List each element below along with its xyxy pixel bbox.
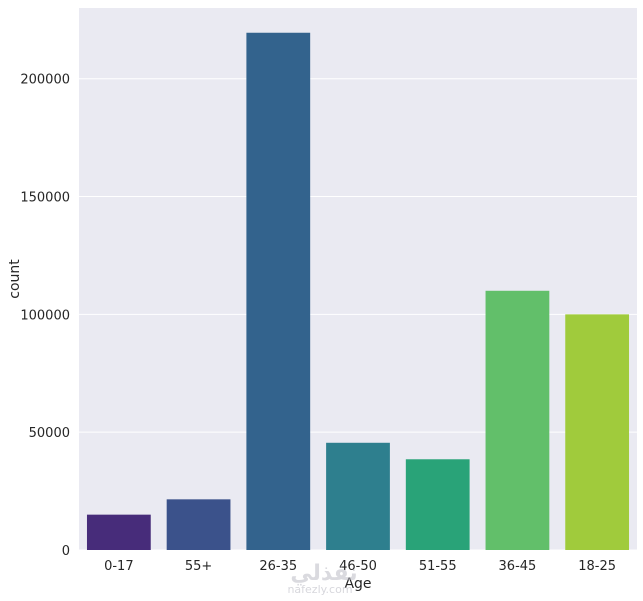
y-tick-label: 100000 (20, 308, 70, 323)
y-tick-label: 0 (62, 544, 70, 559)
bar-36-45 (485, 290, 550, 550)
watermark: نفذلي nafezly.com (287, 561, 357, 596)
bar-26-35 (246, 32, 311, 551)
bar-0-17 (86, 514, 151, 550)
bar-18-25 (565, 314, 630, 550)
bars (86, 32, 630, 551)
y-tick-label: 200000 (20, 73, 70, 88)
watermark-arabic: نفذلي (290, 561, 357, 586)
x-tick-label: 55+ (185, 559, 212, 574)
y-tick-label: 150000 (20, 191, 70, 206)
x-tick-label: 0-17 (104, 559, 134, 574)
y-axis-label: count (7, 259, 23, 299)
x-tick-label: 46-50 (339, 559, 377, 574)
x-tick-label: 26-35 (259, 559, 297, 574)
x-tick-label: 36-45 (499, 559, 537, 574)
bar-55+ (166, 499, 231, 550)
x-axis-label: Age (344, 576, 371, 592)
bar-46-50 (326, 442, 390, 550)
watermark-latin: nafezly.com (287, 583, 352, 596)
bar-51-55 (405, 459, 470, 550)
x-tick-label: 51-55 (419, 559, 457, 574)
y-tick-label: 50000 (29, 426, 70, 441)
x-tick-label: 18-25 (578, 559, 616, 574)
y-tick-labels: 0 50000 100000 150000 200000 (20, 73, 70, 559)
x-tick-labels: 0-17 55+ 26-35 46-50 51-55 36-45 18-25 (104, 559, 616, 574)
